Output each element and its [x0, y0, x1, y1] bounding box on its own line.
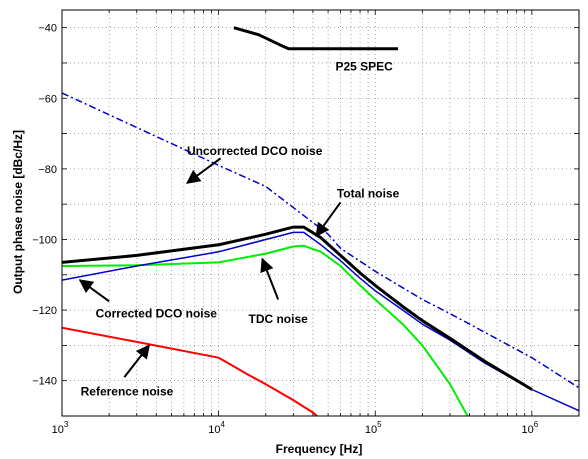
y-axis-label: Output phase noise [dBc/Hz] — [11, 130, 25, 294]
annotation-arrow-uncorrected_label — [186, 157, 222, 184]
x-axis-label: Frequency [Hz] — [276, 442, 363, 456]
y-tick-label: −60 — [38, 93, 57, 105]
x-tick-exponent: 5 — [377, 420, 382, 429]
y-tick-label: −80 — [38, 164, 57, 176]
series-line-uncorrected — [62, 92, 579, 389]
annotation-p25_label: P25 SPEC — [335, 59, 393, 73]
series-line-reference — [62, 326, 319, 416]
x-tick-label: 103 — [52, 420, 69, 436]
annotation-arrow-total_label — [315, 201, 342, 238]
annotation-arrow-corrected_label — [78, 279, 110, 303]
x-tick-label: 104 — [208, 420, 225, 436]
x-tick-label: 106 — [522, 420, 539, 436]
x-tick-label: 105 — [365, 420, 382, 436]
plot-frame — [61, 9, 580, 417]
series-line-tdc — [62, 244, 469, 416]
grid — [61, 10, 580, 417]
x-tick-exponent: 4 — [221, 420, 226, 429]
y-tick-label: −100 — [32, 234, 57, 246]
annotation-uncorrected_label: Uncorrected DCO noise — [187, 144, 323, 158]
x-tick-base: 10 — [52, 424, 64, 436]
series-line-total — [62, 225, 533, 391]
x-tick-base: 10 — [365, 424, 377, 436]
y-tick-label: −120 — [32, 305, 57, 317]
x-tick-exponent: 6 — [534, 420, 539, 429]
axes-frame — [61, 9, 580, 417]
y-tick-label: −140 — [32, 376, 57, 388]
annotation-total_label: Total noise — [337, 187, 400, 201]
series-group — [62, 26, 579, 416]
x-tick-base: 10 — [208, 424, 220, 436]
x-tick-base: 10 — [522, 424, 534, 436]
annotation-corrected_label: Corrected DCO noise — [96, 307, 218, 321]
x-tick-exponent: 3 — [64, 420, 69, 429]
series-line-p25 — [233, 26, 399, 51]
annotation-reference_label: Reference noise — [81, 384, 174, 398]
annotations: P25 SPEC Uncorrected DCO noise Total noise… — [78, 59, 400, 398]
annotation-tdc_label: TDC noise — [248, 312, 308, 326]
y-tick-label: −40 — [38, 23, 57, 35]
annotation-arrow-tdc_label — [260, 257, 280, 300]
annotation-arrow-reference_label — [123, 344, 150, 378]
